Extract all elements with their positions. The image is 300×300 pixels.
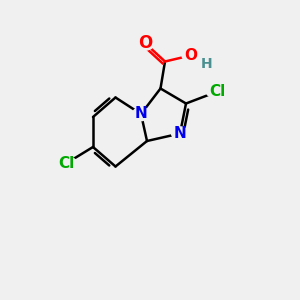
Ellipse shape [55, 157, 77, 170]
Ellipse shape [137, 37, 154, 50]
Text: O: O [184, 48, 197, 63]
Ellipse shape [133, 107, 149, 121]
Ellipse shape [206, 85, 229, 98]
Text: N: N [174, 126, 186, 141]
Text: O: O [138, 34, 153, 52]
Ellipse shape [182, 49, 199, 62]
Ellipse shape [172, 127, 188, 140]
Text: Cl: Cl [209, 84, 226, 99]
Text: Cl: Cl [58, 156, 74, 171]
Text: H: H [201, 58, 213, 71]
Text: N: N [135, 106, 147, 122]
